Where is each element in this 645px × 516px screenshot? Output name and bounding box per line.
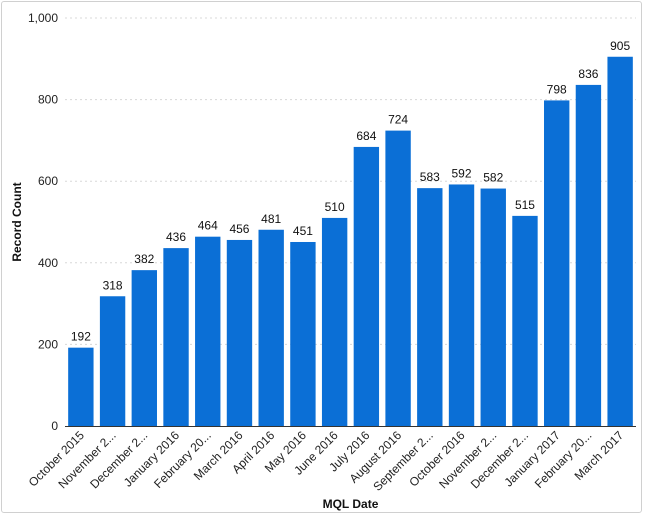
- bar[interactable]: [385, 130, 411, 426]
- data-label: 382: [134, 252, 154, 266]
- bar[interactable]: [226, 239, 253, 426]
- bars: [68, 56, 633, 427]
- data-label: 515: [515, 198, 535, 212]
- data-label: 464: [198, 219, 218, 233]
- bar[interactable]: [99, 296, 126, 426]
- data-label: 592: [452, 166, 472, 180]
- bar[interactable]: [131, 270, 157, 426]
- bar[interactable]: [575, 84, 602, 427]
- bar[interactable]: [544, 100, 570, 426]
- y-tick-label: 0: [51, 419, 58, 433]
- y-tick-label: 200: [38, 337, 58, 351]
- bar[interactable]: [321, 217, 348, 426]
- bar[interactable]: [353, 146, 380, 427]
- bar[interactable]: [163, 248, 189, 426]
- data-label: 905: [610, 39, 630, 53]
- y-tick-label: 800: [38, 93, 58, 107]
- bar[interactable]: [417, 188, 443, 426]
- data-label: 451: [293, 224, 313, 238]
- y-tick-label: 400: [38, 256, 58, 270]
- data-label: 192: [71, 330, 91, 344]
- gridlines: [65, 17, 636, 345]
- bar[interactable]: [512, 215, 538, 426]
- bar[interactable]: [290, 241, 316, 426]
- y-tick-label: 1,000: [28, 11, 58, 25]
- bar[interactable]: [480, 188, 506, 426]
- bar[interactable]: [607, 56, 633, 426]
- data-label: 436: [166, 230, 186, 244]
- data-label: 684: [356, 129, 376, 143]
- y-tick-label: 600: [38, 174, 58, 188]
- x-axis-title: MQL Date: [323, 497, 379, 511]
- data-label: 481: [261, 212, 281, 226]
- data-label: 836: [578, 67, 598, 81]
- data-labels: 192 318 382 436 464 456 481 451 510 684 724 583 592 5…: [71, 39, 631, 344]
- y-axis-ticks: 0 200 400 600 800 1,000: [28, 11, 58, 433]
- data-label: 798: [547, 82, 567, 96]
- bar[interactable]: [195, 236, 221, 426]
- data-label: 456: [229, 222, 249, 236]
- data-label: 583: [420, 170, 440, 184]
- bar[interactable]: [68, 347, 94, 426]
- bar[interactable]: [258, 229, 284, 426]
- data-label: 318: [103, 278, 123, 292]
- bar[interactable]: [448, 184, 475, 426]
- data-label: 724: [388, 113, 408, 127]
- y-axis-title: Record Count: [10, 182, 24, 261]
- data-label: 582: [483, 171, 503, 185]
- data-label: 510: [325, 200, 345, 214]
